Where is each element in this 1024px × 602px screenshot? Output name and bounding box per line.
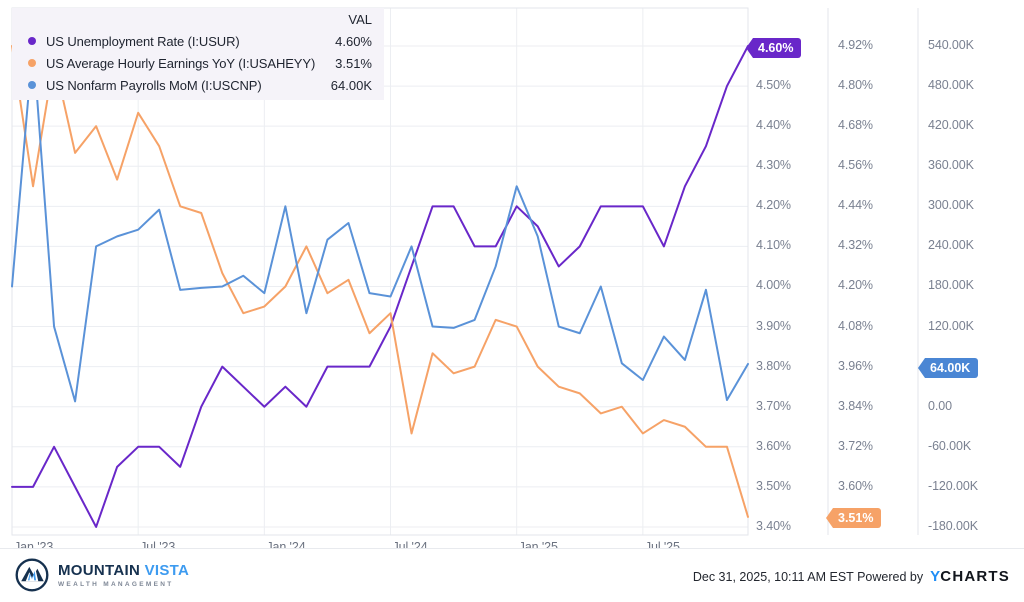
axis-tick-label: 3.70% [756, 398, 791, 413]
legend-series-value: 64.00K [330, 77, 372, 93]
axis-tick-label: 0.00 [928, 398, 952, 413]
legend-series-value: 4.60% [335, 33, 372, 49]
logo-primary-text: MOUNTAIN [58, 561, 141, 579]
legend-value-header: VAL [348, 12, 372, 27]
axis-tick-label: 4.56% [838, 158, 873, 173]
axis-tick-label: 4.44% [838, 198, 873, 213]
legend-series-name: US Nonfarm Payrolls MoM (I:USCNP) [46, 77, 262, 93]
axis-tick-label: 3.72% [838, 438, 873, 453]
axis-tick-label: 180.00K [928, 278, 974, 293]
legend-series-name: US Average Hourly Earnings YoY (I:USAHEY… [46, 55, 316, 71]
axis-tick-label: 3.84% [838, 398, 873, 413]
axis-tick-label: 360.00K [928, 158, 974, 173]
axis-tick-label: 300.00K [928, 198, 974, 213]
unemployment-flag: 4.60% [746, 38, 802, 58]
axis-tick-label: 3.96% [838, 358, 873, 373]
series-line [11, 45, 749, 528]
axis-tick-label: 240.00K [928, 238, 974, 253]
axis-tick-label: 3.50% [756, 478, 791, 493]
legend-item-unemployment[interactable]: US Unemployment Rate (I:USUR) 4.60% [28, 30, 384, 52]
legend-series-value: 3.51% [335, 55, 372, 71]
legend-item-payrolls[interactable]: US Nonfarm Payrolls MoM (I:USCNP) 64.00K [28, 74, 384, 96]
payrolls-flag: 64.00K [918, 358, 979, 378]
axis-tick-label: 4.92% [838, 38, 873, 52]
axis-tick-label: 420.00K [928, 118, 974, 133]
chart-area [11, 7, 919, 536]
axis-tick-label: 4.68% [838, 118, 873, 133]
ycharts-logo-text: CHARTS [940, 568, 1010, 585]
axis-tick-label: 4.10% [756, 238, 791, 253]
axis-tick-label: 3.80% [756, 358, 791, 373]
chart-footer: MOUNTAIN VISTA WEALTH MANAGEMENT Dec 31,… [0, 548, 1024, 602]
axis-tick-label: -180.00K [928, 518, 978, 533]
mountain-logo-icon [15, 558, 49, 592]
legend-item-earnings[interactable]: US Average Hourly Earnings YoY (I:USAHEY… [28, 52, 384, 74]
axis-tick-label: 120.00K [928, 318, 974, 333]
axis-tick-label: 4.40% [756, 118, 791, 133]
axis-tick-label: -120.00K [928, 478, 978, 493]
axis-tick-label: 540.00K [928, 38, 974, 52]
axis-tick-label: 3.40% [756, 518, 791, 533]
ycharts-logo-y: Y [930, 568, 941, 585]
series-line [11, 41, 749, 403]
axis-tick-label: 3.60% [756, 438, 791, 453]
legend-series-name: US Unemployment Rate (I:USUR) [46, 33, 240, 49]
legend-color-dot-icon [28, 59, 36, 67]
legend-color-dot-icon [28, 37, 36, 45]
series-line [11, 45, 749, 518]
axis-tick-label: 3.60% [838, 478, 873, 493]
earnings-flag: 3.51% [826, 508, 882, 528]
chart-timestamp: Dec 31, 2025, 10:11 AM EST Powered by [692, 570, 924, 584]
axis-tick-label: 4.50% [756, 78, 791, 93]
axis-tick-label: 4.20% [838, 278, 873, 293]
logo-secondary-text: VISTA [144, 561, 190, 579]
chart-legend: VAL US Unemployment Rate (I:USUR) 4.60% … [12, 8, 384, 100]
logo-tagline: WEALTH MANAGEMENT [58, 580, 174, 588]
chart-plot-svg [11, 7, 919, 536]
axis-tick-label: 4.30% [756, 158, 791, 173]
logo-wordmark: MOUNTAIN VISTA WEALTH MANAGEMENT [58, 561, 190, 588]
axis-tick-label: -60.00K [928, 438, 972, 453]
axis-tick-label: 3.90% [756, 318, 791, 333]
axis-tick-label: 4.08% [838, 318, 873, 333]
axis-tick-label: 4.32% [838, 238, 873, 253]
axis-tick-label: 4.00% [756, 278, 791, 293]
legend-color-dot-icon [28, 81, 36, 89]
mountain-vista-logo: MOUNTAIN VISTA WEALTH MANAGEMENT [14, 557, 189, 593]
axis-tick-label: 4.80% [838, 78, 873, 93]
axis-tick-label: 4.20% [756, 198, 791, 213]
axis-tick-label: 480.00K [928, 78, 974, 93]
